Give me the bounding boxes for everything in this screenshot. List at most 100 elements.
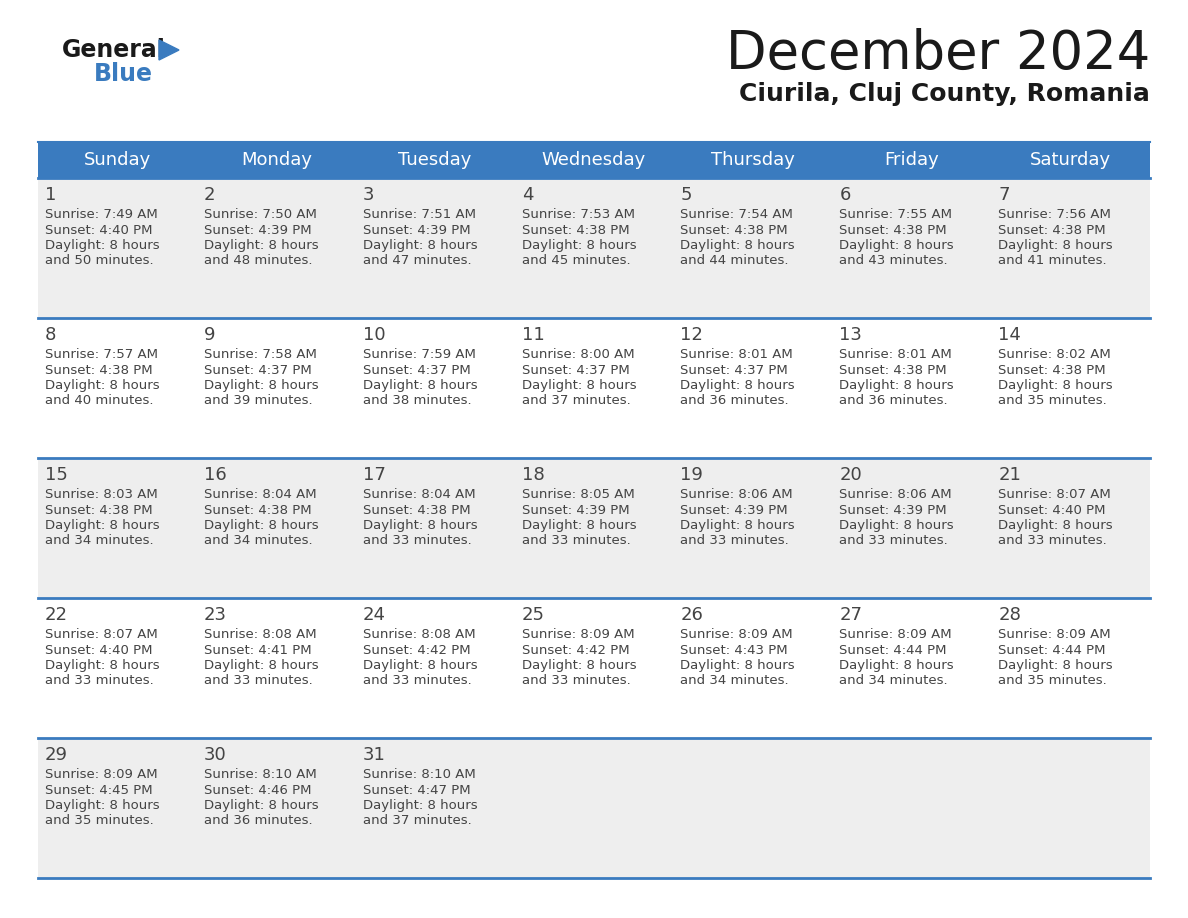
Text: Sunset: 4:38 PM: Sunset: 4:38 PM [998,364,1106,376]
Bar [355,318,514,458]
Text: and 47 minutes.: and 47 minutes. [362,254,472,267]
Text: Sunday: Sunday [84,151,151,169]
Text: and 38 minutes.: and 38 minutes. [362,395,472,408]
Text: Sunset: 4:44 PM: Sunset: 4:44 PM [839,644,947,656]
Bar [197,738,355,878]
Text: Daylight: 8 hours: Daylight: 8 hours [839,519,954,532]
Text: General: General [62,38,166,62]
Bar [674,598,833,738]
Text: Sunrise: 7:55 AM: Sunrise: 7:55 AM [839,208,953,221]
Bar [991,142,1150,178]
Text: Daylight: 8 hours: Daylight: 8 hours [522,239,637,252]
Text: and 34 minutes.: and 34 minutes. [839,675,948,688]
Bar [38,738,197,878]
Text: Tuesday: Tuesday [398,151,472,169]
Text: Daylight: 8 hours: Daylight: 8 hours [839,659,954,672]
Text: Daylight: 8 hours: Daylight: 8 hours [204,799,318,812]
Text: and 33 minutes.: and 33 minutes. [362,534,472,547]
Text: Sunset: 4:39 PM: Sunset: 4:39 PM [522,503,630,517]
Bar [833,738,991,878]
Text: Daylight: 8 hours: Daylight: 8 hours [681,379,795,392]
Bar [991,738,1150,878]
Text: and 33 minutes.: and 33 minutes. [839,534,948,547]
Text: Daylight: 8 hours: Daylight: 8 hours [681,659,795,672]
Text: Sunset: 4:37 PM: Sunset: 4:37 PM [204,364,311,376]
Text: Sunrise: 8:08 AM: Sunrise: 8:08 AM [204,628,316,641]
Text: Sunrise: 8:10 AM: Sunrise: 8:10 AM [204,768,317,781]
Bar [991,178,1150,318]
Text: Daylight: 8 hours: Daylight: 8 hours [522,519,637,532]
Text: 29: 29 [45,746,68,764]
Text: Sunset: 4:38 PM: Sunset: 4:38 PM [839,223,947,237]
Text: Sunrise: 7:50 AM: Sunrise: 7:50 AM [204,208,317,221]
Text: Daylight: 8 hours: Daylight: 8 hours [362,239,478,252]
Text: Sunrise: 8:09 AM: Sunrise: 8:09 AM [681,628,794,641]
Text: and 33 minutes.: and 33 minutes. [681,534,789,547]
Text: 10: 10 [362,326,385,344]
Text: 1: 1 [45,186,56,204]
Text: Daylight: 8 hours: Daylight: 8 hours [998,379,1113,392]
Text: Sunset: 4:42 PM: Sunset: 4:42 PM [362,644,470,656]
Text: December 2024: December 2024 [726,28,1150,80]
Text: and 44 minutes.: and 44 minutes. [681,254,789,267]
Text: 8: 8 [45,326,56,344]
Text: and 39 minutes.: and 39 minutes. [204,395,312,408]
Bar [197,142,355,178]
Bar [355,178,514,318]
Text: 22: 22 [45,606,68,624]
Text: and 48 minutes.: and 48 minutes. [204,254,312,267]
Text: Sunset: 4:38 PM: Sunset: 4:38 PM [681,223,788,237]
Text: 28: 28 [998,606,1020,624]
Bar [674,178,833,318]
Bar [991,318,1150,458]
Text: and 43 minutes.: and 43 minutes. [839,254,948,267]
Text: and 37 minutes.: and 37 minutes. [362,814,472,827]
Bar [197,598,355,738]
Bar [833,318,991,458]
Text: Daylight: 8 hours: Daylight: 8 hours [998,519,1113,532]
Text: 16: 16 [204,466,227,484]
Text: Blue: Blue [94,62,153,86]
Text: 4: 4 [522,186,533,204]
Text: 7: 7 [998,186,1010,204]
Text: Sunset: 4:44 PM: Sunset: 4:44 PM [998,644,1106,656]
Bar [38,178,197,318]
Text: Sunrise: 8:08 AM: Sunrise: 8:08 AM [362,628,475,641]
Text: Sunset: 4:40 PM: Sunset: 4:40 PM [45,644,152,656]
Bar [38,598,197,738]
Text: Sunrise: 7:58 AM: Sunrise: 7:58 AM [204,348,317,361]
Text: Daylight: 8 hours: Daylight: 8 hours [998,659,1113,672]
Text: and 36 minutes.: and 36 minutes. [681,395,789,408]
Text: and 35 minutes.: and 35 minutes. [45,814,153,827]
Bar [197,178,355,318]
Bar [991,458,1150,598]
Text: and 33 minutes.: and 33 minutes. [522,675,631,688]
Bar [514,142,674,178]
Text: 17: 17 [362,466,386,484]
Text: Sunrise: 8:09 AM: Sunrise: 8:09 AM [998,628,1111,641]
Bar [197,318,355,458]
Text: Daylight: 8 hours: Daylight: 8 hours [45,379,159,392]
Text: Daylight: 8 hours: Daylight: 8 hours [681,519,795,532]
Text: and 33 minutes.: and 33 minutes. [204,675,312,688]
Text: Sunrise: 8:06 AM: Sunrise: 8:06 AM [839,488,952,501]
Bar [514,738,674,878]
Text: and 33 minutes.: and 33 minutes. [362,675,472,688]
Text: Sunset: 4:38 PM: Sunset: 4:38 PM [522,223,630,237]
Text: and 37 minutes.: and 37 minutes. [522,395,631,408]
Text: and 34 minutes.: and 34 minutes. [204,534,312,547]
Text: and 45 minutes.: and 45 minutes. [522,254,630,267]
Bar [833,458,991,598]
Text: Sunset: 4:39 PM: Sunset: 4:39 PM [839,503,947,517]
Text: Sunrise: 8:06 AM: Sunrise: 8:06 AM [681,488,794,501]
Text: Sunset: 4:38 PM: Sunset: 4:38 PM [839,364,947,376]
Text: Daylight: 8 hours: Daylight: 8 hours [204,659,318,672]
Bar [514,178,674,318]
Text: Saturday: Saturday [1030,151,1111,169]
Text: 19: 19 [681,466,703,484]
Text: Sunset: 4:43 PM: Sunset: 4:43 PM [681,644,788,656]
Text: Sunrise: 8:02 AM: Sunrise: 8:02 AM [998,348,1111,361]
Text: and 34 minutes.: and 34 minutes. [45,534,153,547]
Text: Daylight: 8 hours: Daylight: 8 hours [204,239,318,252]
Text: Sunrise: 8:01 AM: Sunrise: 8:01 AM [681,348,794,361]
